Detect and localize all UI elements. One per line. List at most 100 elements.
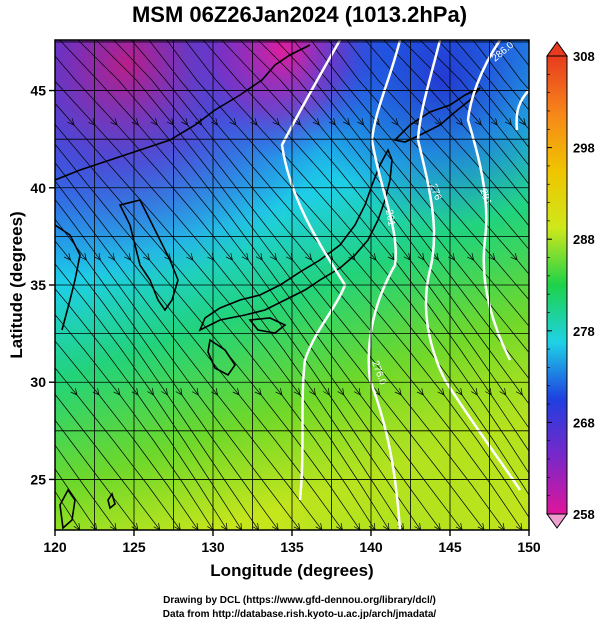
streamline-arrow (471, 388, 478, 396)
streamline-arrow (293, 523, 301, 530)
x-tick-label: 125 (122, 539, 146, 555)
streamline (577, 35, 599, 575)
streamline (55, 162, 343, 530)
streamline-arrow (594, 253, 599, 260)
streamline-arrow (211, 388, 219, 396)
streamline-arrow (93, 253, 101, 261)
streamline (55, 340, 199, 530)
streamline-arrow (323, 388, 330, 396)
streamline-arrow (143, 253, 151, 261)
x-tick-label: 120 (43, 539, 67, 555)
streamline-arrow (153, 523, 161, 530)
streamline-arrow (63, 253, 71, 261)
streamline-arrow (499, 388, 507, 396)
streamline-arrow (195, 118, 203, 126)
streamline-arrow (0, 388, 6, 395)
colorbar-scale (546, 55, 568, 515)
streamline-arrow (254, 388, 262, 396)
x-tick-label: 140 (359, 539, 383, 555)
streamline-arrow (354, 388, 361, 396)
colorbar-tick-label: 268 (573, 415, 595, 430)
streamline-arrow (394, 388, 402, 396)
streamline-arrow (225, 253, 233, 261)
streamline (55, 367, 181, 530)
x-tick-label: 150 (517, 539, 541, 555)
streamline-arrow (272, 118, 280, 126)
streamline-arrow (113, 388, 121, 396)
streamline-arrow (519, 118, 527, 126)
streamline-arrow (90, 523, 97, 530)
streamline-arrow (490, 118, 498, 126)
streamline-arrow (531, 523, 537, 530)
streamline-arrow (504, 118, 512, 126)
streamline (595, 35, 599, 575)
streamline-arrow (175, 388, 183, 396)
streamline-arrow (510, 253, 518, 261)
map-title: MSM 06Z26Jan2024 (1013.2hPa) (131, 2, 468, 27)
streamline-arrow (186, 253, 194, 261)
streamline-arrow (560, 523, 566, 530)
streamline-arrow (437, 388, 445, 396)
streamline (55, 444, 117, 530)
streamline (55, 240, 260, 530)
streamline-arrow (164, 253, 172, 261)
streamline-arrow (417, 253, 425, 261)
streamline (55, 393, 161, 530)
streamline-arrow (109, 523, 117, 530)
streamline-arrow (221, 522, 228, 530)
streamline-arrow (309, 388, 316, 396)
streamline-arrow (455, 388, 463, 396)
streamline-arrow (312, 118, 320, 126)
streamline-arrow (235, 523, 243, 530)
streamline-arrow (5, 118, 11, 125)
colorbar-min-arrow (546, 513, 568, 529)
streamline-arrow (455, 523, 463, 530)
streamline-arrow (414, 523, 421, 530)
y-axis-label: Latitude (degrees) (7, 211, 26, 358)
streamline (55, 180, 323, 530)
streamline-arrow (88, 118, 96, 126)
streamline-arrow (474, 118, 482, 126)
streamline (55, 143, 361, 530)
x-axis: 120 125 130 135 140 145 150 (43, 530, 541, 555)
streamline-arrow (488, 253, 496, 261)
x-tick-label: 135 (280, 539, 304, 555)
lat-lon-grid (55, 40, 529, 530)
streamline-arrow (33, 118, 39, 125)
colorbar-max-arrow (546, 41, 568, 57)
streamline-arrow (73, 523, 81, 530)
streamline (55, 313, 214, 530)
streamline (55, 218, 279, 530)
streamline-arrow (580, 253, 586, 260)
streamline-arrow (336, 523, 343, 530)
colorbar-tick-label: 298 (573, 141, 595, 156)
streamline-arrow (343, 118, 351, 126)
streamline-arrow (432, 253, 439, 261)
streamline-arrow (241, 253, 249, 261)
colorbar-tick-label: 288 (573, 232, 595, 247)
streamline (55, 198, 301, 530)
streamline-arrow (477, 523, 485, 530)
streamline-arrow (485, 388, 492, 396)
streamline-arrow (467, 253, 475, 261)
streamline-arrow (14, 388, 20, 395)
streamline-arrow (315, 523, 323, 530)
streamline-arrow (110, 118, 118, 126)
streamline-arrow (532, 253, 538, 260)
streamline-arrow (391, 118, 399, 126)
x-tick-label: 130 (201, 539, 225, 555)
streamline-arrow (515, 388, 523, 396)
streamline-arrow (357, 118, 365, 126)
streamline-arrow (255, 253, 263, 261)
y-tick-label: 35 (30, 277, 46, 293)
y-tick-label: 30 (30, 374, 46, 390)
isotherm-contours (280, 40, 529, 530)
streamline (55, 468, 98, 530)
y-axis: 25 30 35 40 45 (30, 83, 55, 487)
streamline-arrow (348, 253, 356, 261)
y-tick-label: 40 (30, 180, 46, 196)
streamline-arrow (252, 523, 259, 530)
streamline (55, 288, 228, 530)
streamline-arrow (434, 118, 442, 126)
